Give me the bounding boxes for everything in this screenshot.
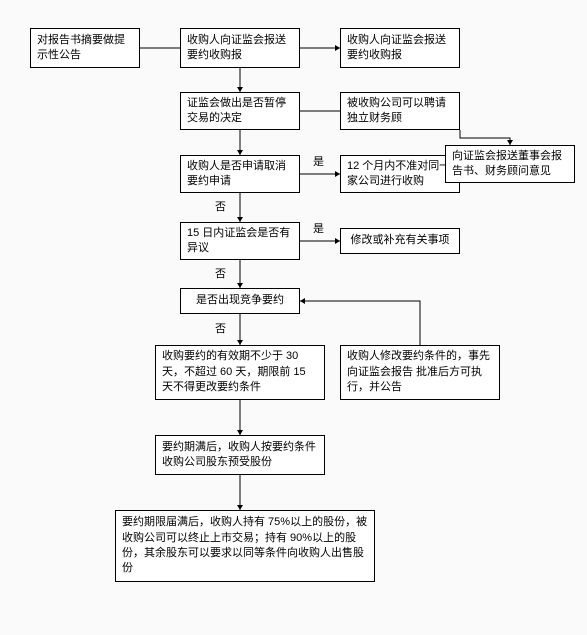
node-text: 收购人修改要约条件的，事先向证监会报告 批准后方可执行，并公告: [347, 349, 493, 395]
node-modify-terms: 收购人修改要约条件的，事先向证监会报告 批准后方可执行，并公告: [340, 345, 500, 400]
node-text: 要约期满后，收购人按要约条件收购公司股东预受股份: [162, 440, 318, 471]
node-text: 收购要约的有效期不少于 30 天，不超过 60 天，期限前 15 天不得更改要约…: [162, 349, 318, 395]
node-competing-offer: 是否出现竞争要约: [180, 288, 300, 314]
node-text: 收购人是否申请取消要约申请: [187, 159, 293, 190]
node-hire-advisor: 被收购公司可以聘请独立财务顾: [340, 92, 460, 130]
node-board-report: 向证监会报送董事会报告书、财务顾问意见: [445, 145, 575, 183]
label-yes-2: 是: [313, 220, 324, 236]
node-text: 12 个月内不准对同一家公司进行收购: [347, 159, 453, 190]
node-text: 对报告书摘要做提示性公告: [37, 33, 133, 64]
node-cancel-application: 收购人是否申请取消要约申请: [180, 155, 300, 193]
node-validity-period: 收购要约的有效期不少于 30 天，不超过 60 天，期限前 15 天不得更改要约…: [155, 345, 325, 400]
node-text: 要约期限届满后，收购人持有 75%以上的股份，被收购公司可以终止上市交易；持有 …: [122, 515, 368, 577]
node-suspend-decision: 证监会做出是否暂停交易的决定: [180, 92, 300, 130]
node-text: 向证监会报送董事会报告书、财务顾问意见: [452, 149, 568, 180]
node-text: 收购人向证监会报送要约收购报: [187, 33, 293, 64]
node-text: 是否出现竞争要约: [196, 293, 284, 308]
node-15day-objection: 15 日内证监会是否有异议: [180, 222, 300, 260]
node-acquire-shares: 要约期满后，收购人按要约条件收购公司股东预受股份: [155, 435, 325, 475]
node-text: 被收购公司可以聘请独立财务顾: [347, 96, 453, 127]
node-submit-report-b: 收购人向证监会报送要约收购报: [340, 28, 460, 68]
node-post-expiry-holdings: 要约期限届满后，收购人持有 75%以上的股份，被收购公司可以终止上市交易；持有 …: [115, 510, 375, 582]
label-no-2: 否: [215, 265, 226, 281]
node-text: 收购人向证监会报送要约收购报: [347, 33, 453, 64]
label-no-3: 否: [215, 320, 226, 336]
node-submit-report-a: 收购人向证监会报送要约收购报: [180, 28, 300, 68]
node-text: 15 日内证监会是否有异议: [187, 226, 293, 257]
label-yes-1: 是: [313, 153, 324, 169]
node-text: 修改或补充有关事项: [351, 233, 450, 248]
node-amend-supplement: 修改或补充有关事项: [340, 228, 460, 254]
node-report-summary: 对报告书摘要做提示性公告: [30, 28, 140, 68]
label-no-1: 否: [215, 198, 226, 214]
node-text: 证监会做出是否暂停交易的决定: [187, 96, 293, 127]
node-12month-bar: 12 个月内不准对同一家公司进行收购: [340, 155, 460, 193]
